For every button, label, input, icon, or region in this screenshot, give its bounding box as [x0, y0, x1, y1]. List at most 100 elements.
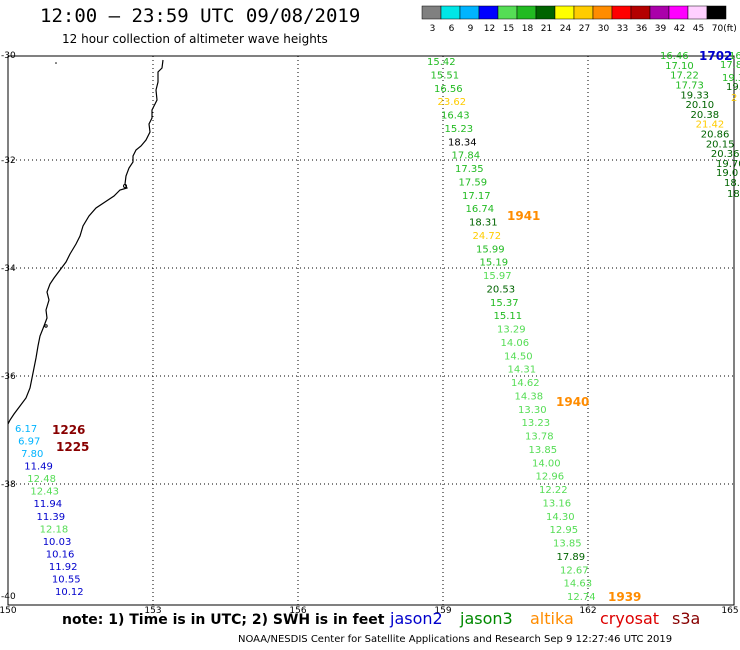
colorbar-label: 36	[636, 24, 648, 34]
wave-height-label: 16.46	[660, 51, 689, 62]
wave-height-label: 14.50	[504, 351, 533, 362]
wave-height-label: 17.84	[452, 151, 481, 162]
page-subtitle: 12 hour collection of altimeter wave hei…	[62, 32, 328, 46]
wave-height-label: 11.92	[49, 562, 78, 573]
wave-height-label: 14.31	[508, 365, 537, 376]
wave-height-label: 17.73	[675, 80, 704, 91]
wave-height-label: 12.22	[539, 485, 568, 496]
colorbar-swatch	[649, 5, 670, 20]
wave-height-label: 17.17	[462, 191, 491, 202]
wave-height-label: 23.62	[438, 97, 467, 108]
wave-height-label: 20.53	[487, 284, 516, 295]
wave-height-label: 19.	[726, 82, 740, 93]
colorbar-swatch	[459, 5, 480, 20]
lon-tick-label: 153	[144, 606, 161, 616]
wave-height-label: 11.49	[24, 462, 53, 473]
coast-islet	[55, 62, 57, 64]
wave-height-label: 24.72	[473, 231, 502, 242]
legend-jason2: jason2	[390, 609, 443, 628]
colorbar-swatch	[668, 5, 689, 20]
wave-height-label: 13.78	[525, 432, 554, 443]
wave-height-label: 11.39	[37, 512, 66, 523]
wave-height-label: 20.36	[711, 149, 740, 160]
colorbar-label: 39	[655, 24, 667, 34]
colorbar-label: 30	[598, 24, 610, 34]
wave-height-label: 20.86	[701, 130, 730, 141]
colorbar-swatch	[706, 5, 727, 20]
wave-height-label: 12.18	[40, 524, 69, 535]
wave-height-label: 12.48	[27, 474, 56, 485]
colorbar-label: 33	[617, 24, 628, 34]
wave-height-label: 16.43	[441, 111, 470, 122]
wave-height-label: 13.30	[518, 405, 547, 416]
pass-time-label: 1941	[507, 209, 540, 223]
colorbar-swatch	[611, 5, 632, 20]
wave-height-label: 21.42	[696, 120, 725, 131]
wave-height-label: 14.62	[511, 378, 540, 389]
wave-height-label: 16.56	[434, 84, 463, 95]
wave-height-label: 18.	[724, 178, 740, 189]
pass-time-label: 1225	[56, 440, 89, 454]
lon-tick-label: 156	[289, 606, 306, 616]
wave-height-label: 10.12	[55, 587, 84, 598]
pass-time-label: 1940	[556, 395, 589, 409]
wave-height-label: 15.99	[476, 244, 505, 255]
wave-height-label: 17.22	[670, 71, 699, 82]
colorbar-label: 18	[522, 24, 534, 34]
coast-islet	[44, 324, 48, 328]
wave-height-label: 11.94	[33, 499, 62, 510]
wave-height-label: 15.19	[480, 258, 509, 269]
wave-height-label: 12.67	[560, 565, 589, 576]
wave-height-label: 18	[727, 189, 740, 200]
wave-height-label: 14.38	[515, 391, 544, 402]
wave-height-label: 17.10	[665, 61, 694, 72]
legend-jason3: jason3	[460, 609, 513, 628]
colorbar-label: 21	[541, 24, 552, 34]
colorbar-label: 70	[712, 24, 724, 34]
wave-height-label: 18.31	[469, 218, 498, 229]
wave-height-label: 7.80	[21, 449, 43, 460]
map-frame	[7, 55, 735, 606]
lat-tick-label: -30	[1, 51, 16, 61]
wave-height-label: 19.0	[716, 168, 738, 179]
legend-note: note: 1) Time is in UTC; 2) SWH is in fe…	[62, 612, 385, 628]
colorbar-label: 24	[560, 24, 572, 34]
colorbar-label: 45	[693, 24, 704, 34]
wave-height-label: 13.85	[529, 445, 558, 456]
colorbar-swatch	[497, 5, 518, 20]
wave-height-label: 15.42	[427, 57, 456, 68]
pass-time-label: 1226	[52, 423, 85, 437]
wave-height-label: 14.30	[546, 512, 575, 523]
colorbar-swatch	[535, 5, 556, 20]
wave-height-label: 16.9	[729, 51, 740, 62]
lat-tick-label: -38	[1, 480, 16, 490]
pass-time-label: 1939	[608, 590, 641, 604]
colorbar-label: 6	[449, 24, 455, 34]
wave-height-label: 17.89	[557, 552, 586, 563]
lon-tick-label: 165	[721, 606, 738, 616]
wave-height-label: 12.95	[550, 525, 579, 536]
wave-height-label: 20.38	[691, 110, 720, 121]
legend-cryosat: cryosat	[600, 609, 660, 628]
wave-height-label: 18.34	[448, 137, 477, 148]
wave-height-label: 17.35	[455, 164, 484, 175]
colorbar-swatch	[687, 5, 708, 20]
wave-height-label: 15.37	[490, 298, 519, 309]
wave-height-label: 6.17	[15, 424, 37, 435]
wave-height-label: 20.10	[685, 100, 714, 111]
wave-height-label: 13.29	[497, 325, 526, 336]
wave-height-label: 10.03	[43, 537, 72, 548]
wave-height-label: 15.51	[431, 70, 460, 81]
wave-height-label: 14.06	[501, 338, 530, 349]
wave-height-label: 16.74	[466, 204, 495, 215]
lon-tick-label: 159	[434, 606, 451, 616]
coast-islet	[123, 184, 127, 188]
wave-height-label: 14.00	[532, 458, 561, 469]
colorbar-swatch	[516, 5, 537, 20]
wave-height-label: 10.16	[46, 549, 75, 560]
wave-height-label: 15.23	[445, 124, 474, 135]
graticule	[8, 56, 734, 605]
wave-height-label: 13.16	[543, 498, 572, 509]
